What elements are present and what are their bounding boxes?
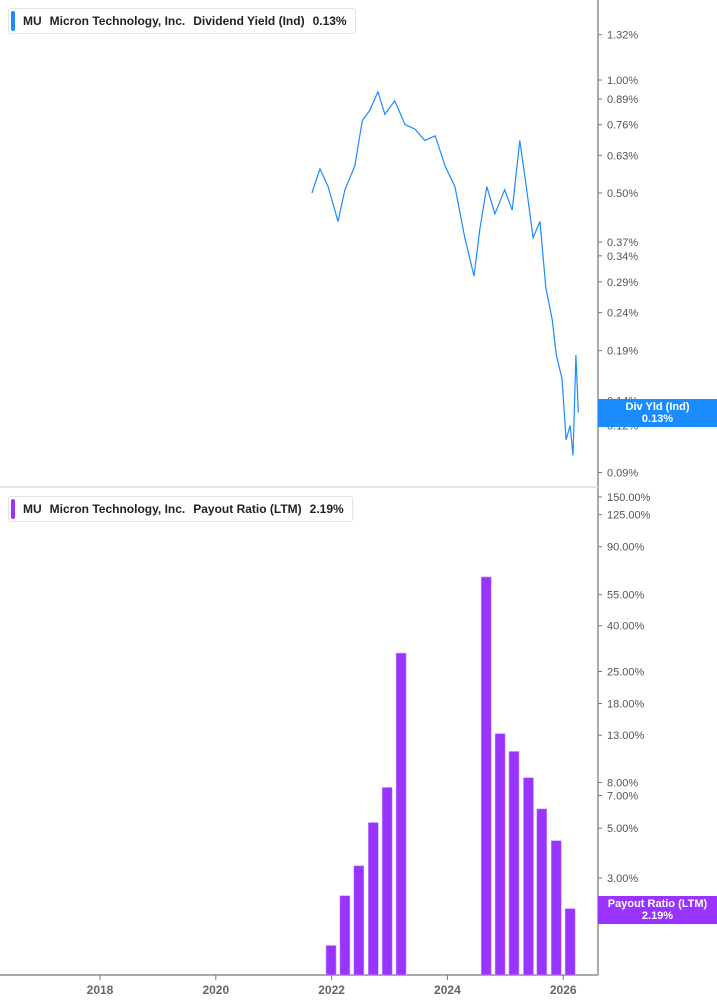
legend-metric: Payout Ratio (LTM) bbox=[193, 502, 302, 516]
legend-ticker: MU bbox=[23, 502, 42, 516]
legend-dividend-yield: MU Micron Technology, Inc. Dividend Yiel… bbox=[8, 8, 356, 34]
payout-ytick-label: 90.00% bbox=[607, 542, 645, 554]
tag-label: Payout Ratio (LTM) bbox=[607, 898, 708, 910]
payout-ytick-label: 125.00% bbox=[607, 510, 651, 522]
payout-bar bbox=[480, 576, 492, 976]
payout-ytick-label: 13.00% bbox=[607, 730, 645, 742]
dividend-yield-line bbox=[311, 90, 579, 456]
legend-value: 0.13% bbox=[312, 14, 347, 28]
legend-ticker: MU bbox=[23, 14, 42, 28]
legend-metric: Dividend Yield (Ind) bbox=[193, 14, 305, 28]
yield-ytick-label: 0.34% bbox=[607, 251, 638, 263]
yield-ytick-label: 0.19% bbox=[607, 346, 638, 358]
payout-bar bbox=[353, 865, 365, 976]
payout-ytick-label: 150.00% bbox=[607, 492, 651, 504]
payout-bar bbox=[508, 751, 520, 976]
payout-bar bbox=[550, 840, 562, 976]
payout-ytick-label: 8.00% bbox=[607, 777, 638, 789]
payout-bar bbox=[523, 777, 534, 976]
legend-company: Micron Technology, Inc. bbox=[49, 14, 186, 28]
payout-bar bbox=[536, 808, 548, 976]
yield-ytick-label: 0.24% bbox=[607, 308, 638, 320]
legend-value: 2.19% bbox=[309, 502, 344, 516]
tag-value: 2.19% bbox=[641, 910, 674, 922]
payout-bar bbox=[339, 895, 351, 976]
tag-label: Div Yld (Ind) bbox=[625, 401, 690, 413]
x-tick-label: 2024 bbox=[434, 983, 461, 997]
payout-bar bbox=[367, 822, 379, 976]
payout-bar bbox=[494, 733, 506, 976]
yield-ytick-label: 0.63% bbox=[607, 150, 638, 162]
legend-payout-ratio: MU Micron Technology, Inc. Payout Ratio … bbox=[8, 496, 353, 522]
payout-ytick-label: 5.00% bbox=[607, 823, 638, 835]
yield-ytick-label: 0.29% bbox=[607, 277, 638, 289]
yield-ytick-label: 0.50% bbox=[607, 188, 638, 200]
legend-company: Micron Technology, Inc. bbox=[49, 502, 186, 516]
payout-bar bbox=[564, 908, 576, 976]
payout-ytick-label: 3.00% bbox=[607, 873, 638, 885]
x-tick-label: 2026 bbox=[550, 983, 577, 997]
payout-ytick-label: 7.00% bbox=[607, 790, 638, 802]
yield-ytick-label: 1.32% bbox=[607, 30, 638, 42]
x-tick-label: 2018 bbox=[87, 983, 114, 997]
payout-bar bbox=[395, 652, 407, 976]
yield-ytick-label: 1.00% bbox=[607, 75, 638, 87]
legend-color-swatch bbox=[11, 499, 15, 519]
payout-bar bbox=[325, 945, 337, 976]
payout-ytick-label: 18.00% bbox=[607, 698, 645, 710]
x-tick-label: 2020 bbox=[202, 983, 229, 997]
yield-ytick-label: 0.76% bbox=[607, 120, 638, 132]
current-value-tag-payout: Payout Ratio (LTM) 2.19% bbox=[598, 896, 717, 924]
yield-ytick-label: 0.09% bbox=[607, 467, 638, 479]
legend-color-swatch bbox=[11, 11, 15, 31]
payout-ytick-label: 55.00% bbox=[607, 590, 645, 602]
tag-value: 0.13% bbox=[641, 413, 674, 425]
payout-ytick-label: 40.00% bbox=[607, 621, 645, 633]
payout-bar bbox=[381, 787, 393, 976]
payout-ytick-label: 25.00% bbox=[607, 666, 645, 678]
yield-ytick-label: 0.89% bbox=[607, 94, 638, 106]
yield-ytick-label: 0.37% bbox=[607, 237, 638, 249]
x-tick-label: 2022 bbox=[318, 983, 345, 997]
current-value-tag-yield: Div Yld (Ind) 0.13% bbox=[598, 399, 717, 427]
